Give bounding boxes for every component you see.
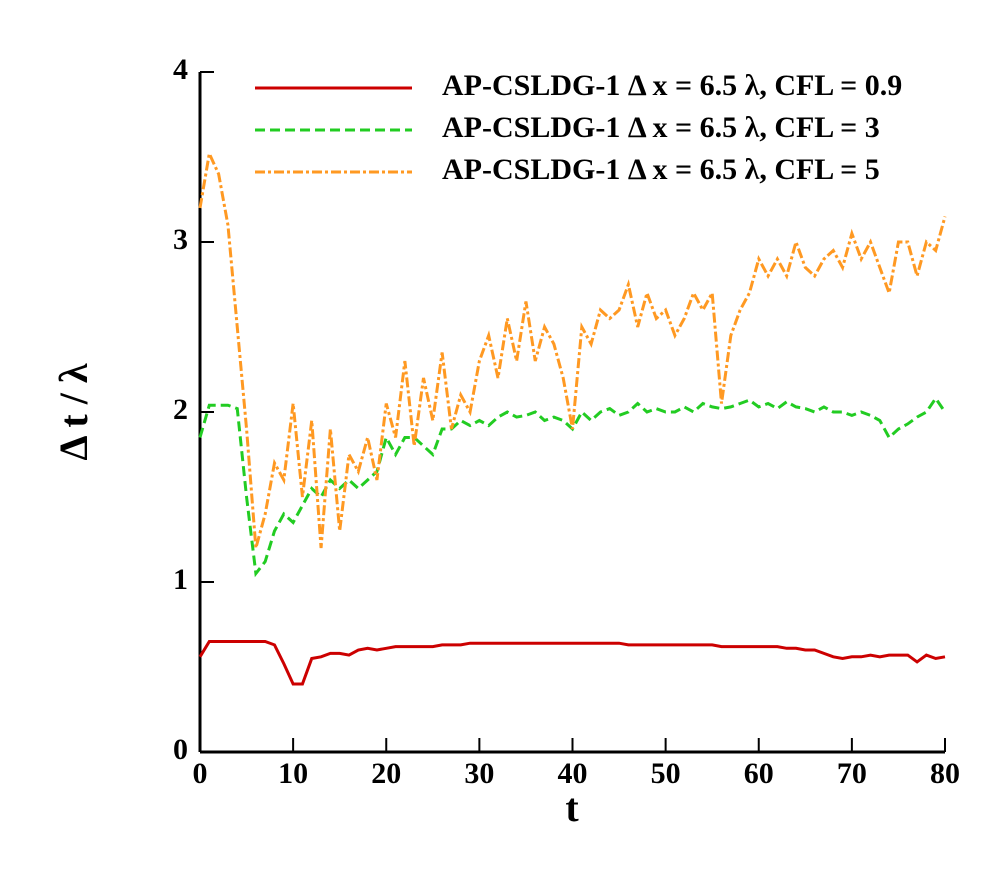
y-tick-label: 4: [173, 53, 188, 86]
y-tick-label: 3: [173, 223, 188, 256]
x-tick-label: 70: [837, 757, 867, 790]
series-line: [198, 640, 946, 686]
legend-label: AP-CSLDG-1 Δ x = 6.5 λ, CFL = 0.9: [442, 69, 902, 102]
y-tick-label: 2: [173, 393, 188, 426]
y-axis-label: Δ t / λ: [51, 363, 96, 460]
x-tick-label: 10: [278, 757, 308, 790]
x-tick-label: 0: [193, 757, 208, 790]
series-line: [198, 148, 947, 549]
x-tick-label: 20: [371, 757, 401, 790]
x-tick-label: 80: [930, 757, 960, 790]
legend-label: AP-CSLDG-1 Δ x = 6.5 λ, CFL = 3: [442, 111, 880, 144]
x-tick-label: 30: [464, 757, 494, 790]
x-tick-label: 50: [651, 757, 681, 790]
x-tick-label: 40: [558, 757, 588, 790]
y-tick-label: 0: [173, 733, 188, 766]
y-tick-label: 1: [173, 563, 188, 596]
x-tick-label: 60: [744, 757, 774, 790]
x-axis-label: t: [565, 785, 579, 830]
legend-label: AP-CSLDG-1 Δ x = 6.5 λ, CFL = 5: [442, 153, 880, 186]
